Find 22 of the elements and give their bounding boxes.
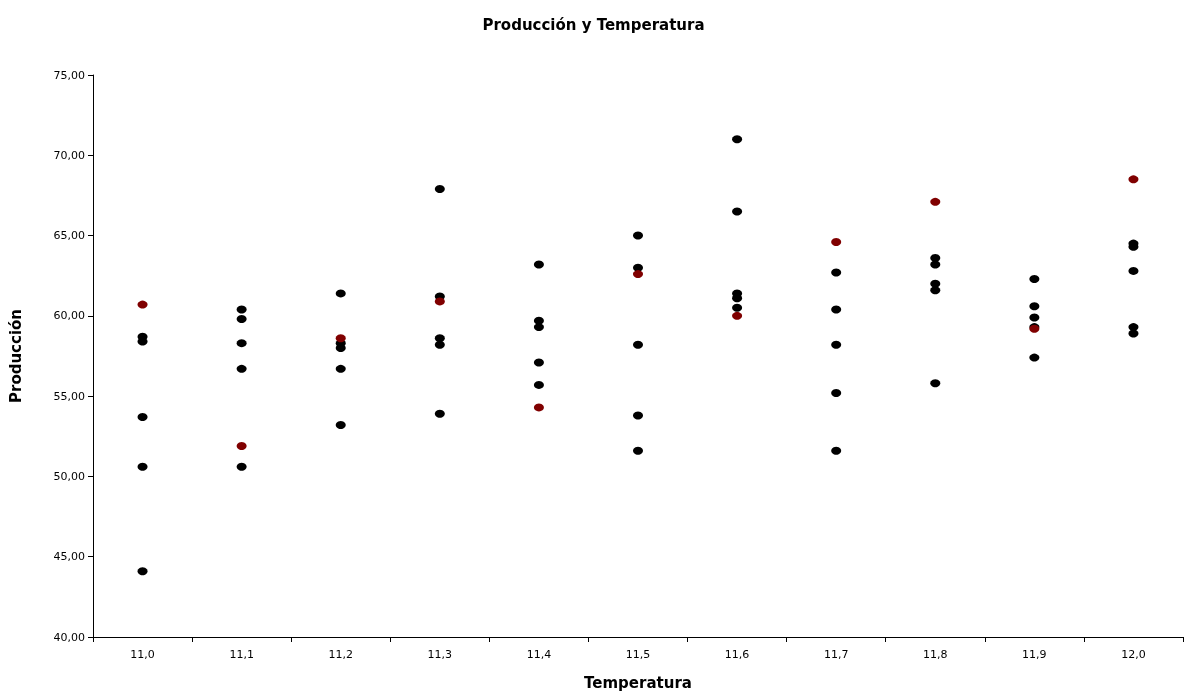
y-tick-label: 40,00: [53, 630, 85, 644]
x-tick-label: 11,3: [427, 648, 453, 661]
x-tick-label: 12,0: [1121, 648, 1146, 661]
x-axis-title: Temperatura: [584, 673, 692, 692]
x-tick-label: 11,8: [923, 648, 948, 661]
chart-title: Producción y Temperatura: [482, 15, 705, 34]
x-tick-label: 11,7: [823, 648, 849, 661]
y-tick-label: 70,00: [53, 148, 85, 162]
x-tick-label: 11,6: [724, 648, 750, 661]
x-tick-label: 11,2: [328, 648, 353, 661]
y-tick-label: 50,00: [53, 469, 85, 483]
y-tick-label: 55,00: [53, 389, 85, 403]
y-tick-label: 65,00: [53, 229, 85, 243]
x-tick-label: 11,5: [625, 648, 651, 661]
x-tick-label: 11,4: [526, 648, 552, 661]
x-tick-label: 11,9: [1022, 648, 1047, 661]
y-tick-label: 60,00: [53, 309, 85, 323]
x-tick-label: 11,1: [229, 648, 254, 661]
y-tick-label: 45,00: [53, 550, 85, 564]
y-axis-title: Producción: [6, 308, 25, 404]
x-tick-label: 11,0: [130, 648, 155, 661]
y-tick-label: 75,00: [53, 68, 85, 82]
